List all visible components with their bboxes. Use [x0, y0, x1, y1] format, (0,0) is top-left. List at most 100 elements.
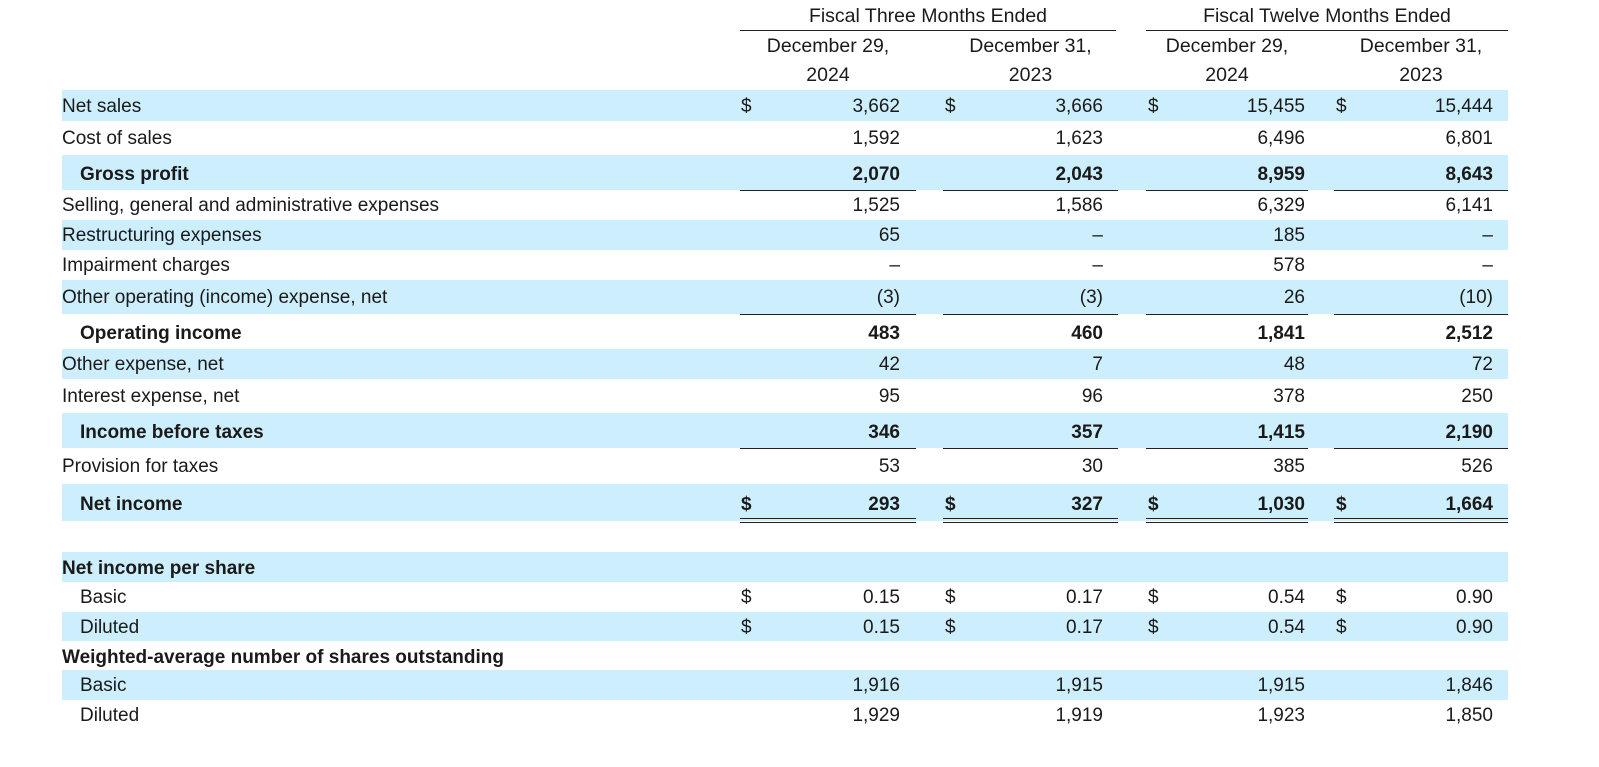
double-underline: [1146, 518, 1308, 523]
underline: [1334, 314, 1508, 315]
value-cell: 30: [1081, 456, 1103, 477]
underline: [943, 448, 1118, 449]
row-label: Net sales: [62, 96, 142, 117]
col-4-header-year: 2023: [1399, 64, 1443, 86]
value-cell: 26: [1283, 287, 1305, 308]
value-cell: 2,070: [852, 164, 900, 185]
value-cell: 1,923: [1257, 705, 1305, 726]
value-cell: 65: [878, 225, 900, 246]
value-cell: 1,841: [1257, 323, 1305, 344]
value-cell: 1,916: [852, 675, 900, 696]
value-cell: 3,666: [1055, 96, 1103, 117]
col-3-header-date: December 29,: [1165, 35, 1289, 57]
currency-symbol: $: [741, 494, 752, 515]
value-cell: 1,915: [1055, 675, 1103, 696]
value-cell: 1,592: [852, 128, 900, 149]
row-label: Cost of sales: [62, 128, 172, 149]
value-cell: 1,623: [1055, 128, 1103, 149]
col-4-header-date: December 31,: [1359, 35, 1483, 57]
value-cell: 483: [868, 323, 900, 344]
underline: [1146, 314, 1308, 315]
value-cell: 96: [1081, 386, 1103, 407]
value-cell: 378: [1273, 386, 1305, 407]
value-cell: 3,662: [852, 96, 900, 117]
row-label: Selling, general and administrative expe…: [62, 195, 440, 216]
value-cell: 327: [1071, 494, 1103, 515]
value-cell: 0.15: [863, 587, 900, 608]
table-row: Basic 1,916 1,915 1,915 1,846: [62, 670, 1508, 700]
value-cell: –: [1092, 225, 1103, 246]
table-row: Other expense, net 42 7 48 72: [62, 349, 1508, 379]
currency-symbol: $: [945, 494, 956, 515]
value-cell: 2,043: [1055, 164, 1103, 185]
table-row: Diluted 1,929 1,919 1,923 1,850: [62, 700, 1508, 729]
header-divider-three-months: [740, 30, 1116, 31]
currency-symbol: $: [741, 617, 752, 638]
value-cell: 7: [1092, 354, 1103, 375]
value-cell: 578: [1273, 255, 1305, 276]
row-label: Provision for taxes: [62, 456, 219, 477]
value-cell: 8,959: [1257, 164, 1305, 185]
table-row: Net sales $3,662 $3,666 $15,455 $15,444: [62, 90, 1508, 121]
double-underline: [943, 518, 1118, 523]
currency-symbol: $: [945, 617, 956, 638]
double-underline: [1334, 518, 1508, 523]
value-cell: 1,850: [1445, 705, 1493, 726]
row-label: Gross profit: [80, 164, 189, 185]
table-row: Net income per share: [62, 552, 1508, 582]
currency-symbol: $: [1336, 494, 1347, 515]
value-cell: 95: [878, 386, 900, 407]
value-cell: 2,190: [1445, 422, 1493, 443]
table-row: Selling, general and administrative expe…: [62, 190, 1508, 220]
col-1-header-date: December 29,: [766, 35, 890, 57]
value-cell: 0.17: [1066, 617, 1103, 638]
value-cell: 0.54: [1268, 587, 1305, 608]
col-2-header-year: 2023: [1008, 64, 1053, 86]
currency-symbol: $: [1148, 96, 1159, 117]
value-cell: –: [889, 255, 900, 276]
underline: [1146, 448, 1308, 449]
col-3-header-year: 2024: [1205, 64, 1249, 86]
value-cell: 346: [868, 422, 900, 443]
value-cell: 2,512: [1445, 323, 1493, 344]
row-label: Impairment charges: [62, 255, 230, 276]
table-row: Gross profit 2,070 2,043 8,959 8,643: [62, 155, 1508, 190]
underline: [740, 448, 916, 449]
row-label: Net income per share: [62, 558, 256, 579]
value-cell: 72: [1471, 354, 1493, 375]
double-underline: [740, 518, 916, 523]
table-row: Impairment charges – – 578 –: [62, 250, 1508, 280]
table-row: Operating income 483 460 1,841 2,512: [62, 314, 1508, 349]
value-cell: 15,455: [1246, 96, 1305, 117]
value-cell: –: [1482, 225, 1493, 246]
value-cell: 1,846: [1445, 675, 1493, 696]
value-cell: 185: [1273, 225, 1305, 246]
currency-symbol: $: [1148, 617, 1159, 638]
row-label: Basic: [80, 675, 127, 696]
currency-symbol: $: [741, 587, 752, 608]
value-cell: (3): [876, 287, 900, 308]
row-label: Restructuring expenses: [62, 225, 262, 246]
row-label: Interest expense, net: [62, 386, 240, 407]
header-divider-twelve-months: [1146, 30, 1508, 31]
value-cell: –: [1482, 255, 1493, 276]
underline: [740, 190, 916, 191]
row-label: Basic: [80, 587, 127, 608]
header-fiscal-three-months: Fiscal Three Months Ended: [808, 5, 1048, 27]
underline: [1334, 190, 1508, 191]
value-cell: 0.90: [1456, 617, 1493, 638]
value-cell: 6,141: [1445, 195, 1493, 216]
value-cell: 0.90: [1456, 587, 1493, 608]
value-cell: 6,801: [1445, 128, 1493, 149]
table-row: Income before taxes 346 357 1,415 2,190: [62, 413, 1508, 448]
value-cell: 1,915: [1257, 675, 1305, 696]
table-row: Cost of sales 1,592 1,623 6,496 6,801: [62, 121, 1508, 155]
value-cell: 15,444: [1434, 96, 1493, 117]
value-cell: 0.54: [1268, 617, 1305, 638]
currency-symbol: $: [1336, 617, 1347, 638]
underline: [740, 314, 916, 315]
value-cell: 42: [878, 354, 900, 375]
currency-symbol: $: [945, 587, 956, 608]
underline: [1146, 190, 1308, 191]
value-cell: 293: [868, 494, 900, 515]
